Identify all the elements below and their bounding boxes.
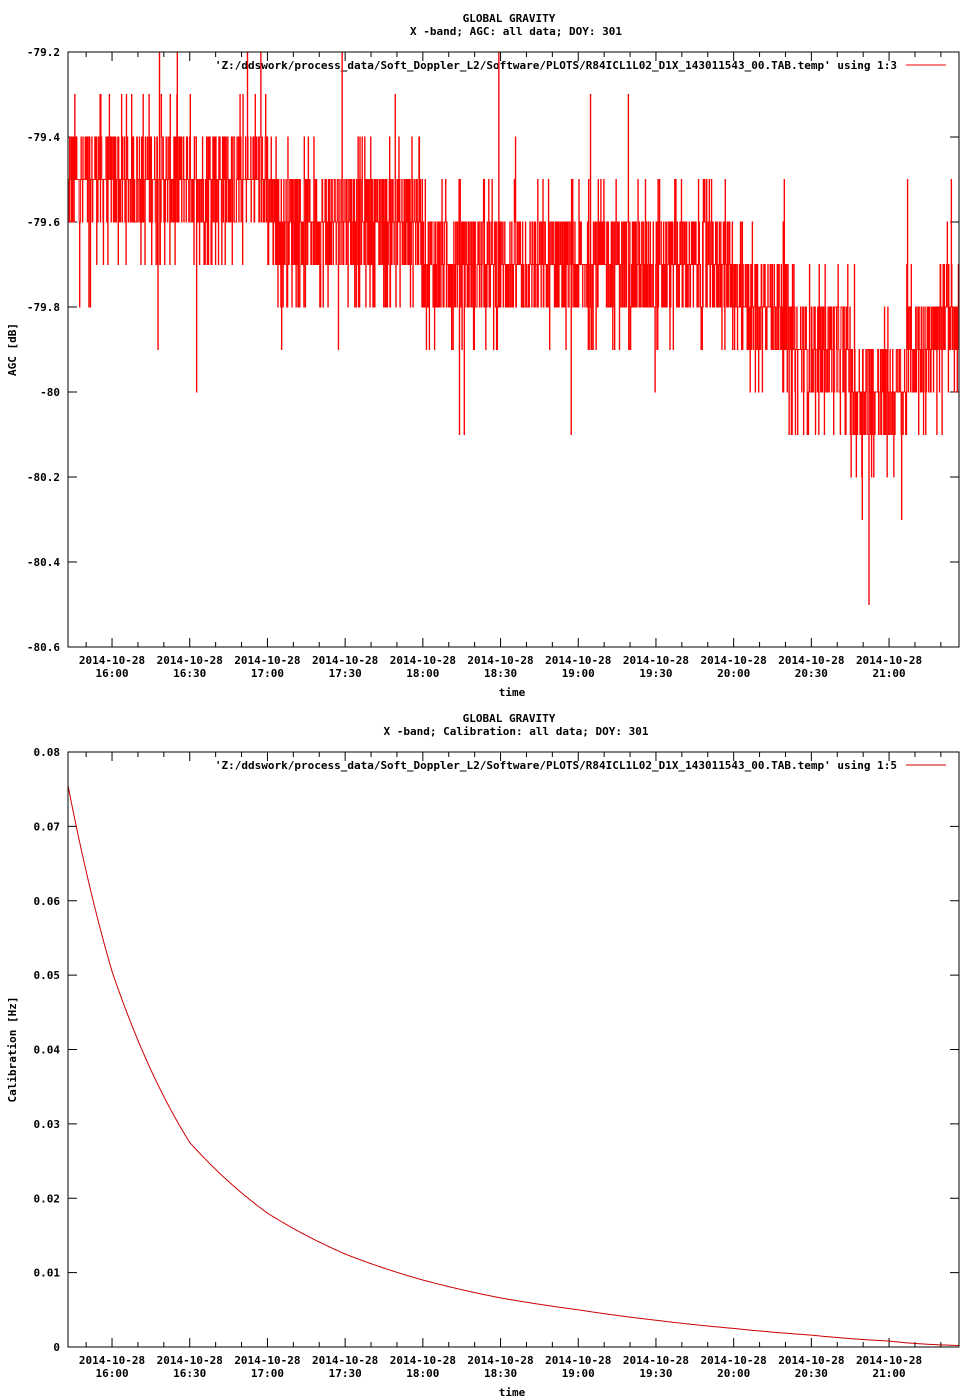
chart1-ytick-label-1: -79.4 [27,131,60,144]
chart1-xtick-time-9: 20:30 [795,667,828,680]
chart2-xtick-time-6: 19:00 [562,1367,595,1380]
chart2-xtick-time-8: 20:00 [717,1367,750,1380]
chart1-xtick-date-1: 2014-10-28 [157,654,223,667]
chart2-ytick-label-4: 0.04 [34,1044,61,1057]
chart2-ytick-label-0: 0 [53,1341,60,1354]
chart2-xtick-time-10: 21:00 [873,1367,906,1380]
chart2-xtick-date-6: 2014-10-28 [545,1354,611,1367]
chart2-xtick-time-5: 18:30 [484,1367,517,1380]
chart1-xtick-date-9: 2014-10-28 [778,654,844,667]
chart1-xtick-time-1: 16:30 [173,667,206,680]
chart2-ytick-label-1: 0.01 [34,1267,61,1280]
chart2-xtick-date-4: 2014-10-28 [390,1354,456,1367]
chart1-ylabel: AGC [dB] [6,323,19,376]
chart1-xtick-time-4: 18:00 [406,667,439,680]
chart2-subtitle: X -band; Calibration: all data; DOY: 301 [384,725,649,738]
chart1-xtick-time-0: 16:00 [95,667,128,680]
chart1-xtick-time-6: 19:00 [562,667,595,680]
chart1-xtick-date-4: 2014-10-28 [390,654,456,667]
chart2-xtick-time-1: 16:30 [173,1367,206,1380]
chart1-xtick-date-6: 2014-10-28 [545,654,611,667]
chart1-xtick-time-3: 17:30 [329,667,362,680]
chart1-plot-frame [67,51,960,648]
chart2-xlabel: time [499,1386,526,1399]
chart2-legend-label: 'Z:/ddswork/process_data/Soft_Doppler_L2… [215,759,897,772]
chart1-ytick-label-3: -79.8 [27,301,60,314]
chart2-ytick-label-3: 0.03 [34,1118,61,1131]
chart1-xtick-time-8: 20:00 [717,667,750,680]
chart2-xtick-time-2: 17:00 [251,1367,284,1380]
chart2-ytick-label-5: 0.05 [34,969,61,982]
chart1-xtick-date-0: 2014-10-28 [79,654,145,667]
chart2-title: GLOBAL GRAVITY [463,712,556,725]
chart1-ytick-label-5: -80.2 [27,471,60,484]
chart1-xtick-date-3: 2014-10-28 [312,654,378,667]
chart1-xtick-date-7: 2014-10-28 [623,654,689,667]
chart2-ytick-label-6: 0.06 [34,895,61,908]
chart2-xtick-time-4: 18:00 [406,1367,439,1380]
chart1-xtick-time-7: 19:30 [639,667,672,680]
chart2-xtick-date-0: 2014-10-28 [79,1354,145,1367]
chart2-plot-frame [67,751,960,1348]
chart2-ytick-label-2: 0.02 [34,1192,61,1205]
chart2-xtick-date-10: 2014-10-28 [856,1354,922,1367]
chart1-series-line-0 [68,52,959,605]
chart2-xtick-time-7: 19:30 [639,1367,672,1380]
chart2-ytick-label-7: 0.07 [34,820,61,833]
chart1-xtick-time-10: 21:00 [873,667,906,680]
chart2-ytick-label-8: 0.08 [34,746,61,759]
chart1-ytick-label-4: -80 [40,386,60,399]
chart1-xtick-date-2: 2014-10-28 [234,654,300,667]
chart1-title: GLOBAL GRAVITY [463,12,556,25]
chart2-xtick-time-9: 20:30 [795,1367,828,1380]
chart1-subtitle: X -band; AGC: all data; DOY: 301 [410,25,622,38]
chart1-xtick-time-2: 17:00 [251,667,284,680]
chart1-xtick-date-5: 2014-10-28 [467,654,533,667]
chart2-xtick-date-7: 2014-10-28 [623,1354,689,1367]
chart1-ytick-label-7: -80.6 [27,641,60,654]
chart1-xtick-date-8: 2014-10-28 [701,654,767,667]
chart2-series-line-0 [68,785,959,1347]
chart1-xtick-time-5: 18:30 [484,667,517,680]
chart2-xtick-date-3: 2014-10-28 [312,1354,378,1367]
chart1-ytick-label-0: -79.2 [27,46,60,59]
chart1-ytick-label-2: -79.6 [27,216,60,229]
chart1-ytick-label-6: -80.4 [27,556,60,569]
chart2-xtick-date-5: 2014-10-28 [467,1354,533,1367]
chart2-xtick-date-9: 2014-10-28 [778,1354,844,1367]
chart2-ylabel: Calibration [Hz] [6,997,19,1103]
chart2-xtick-date-2: 2014-10-28 [234,1354,300,1367]
chart2-xtick-date-1: 2014-10-28 [157,1354,223,1367]
chart1-xtick-date-10: 2014-10-28 [856,654,922,667]
chart2-xtick-time-0: 16:00 [95,1367,128,1380]
chart1-xlabel: time [499,686,526,699]
chart2-xtick-date-8: 2014-10-28 [701,1354,767,1367]
chart1-legend-label: 'Z:/ddswork/process_data/Soft_Doppler_L2… [215,59,897,72]
chart2-xtick-time-3: 17:30 [329,1367,362,1380]
